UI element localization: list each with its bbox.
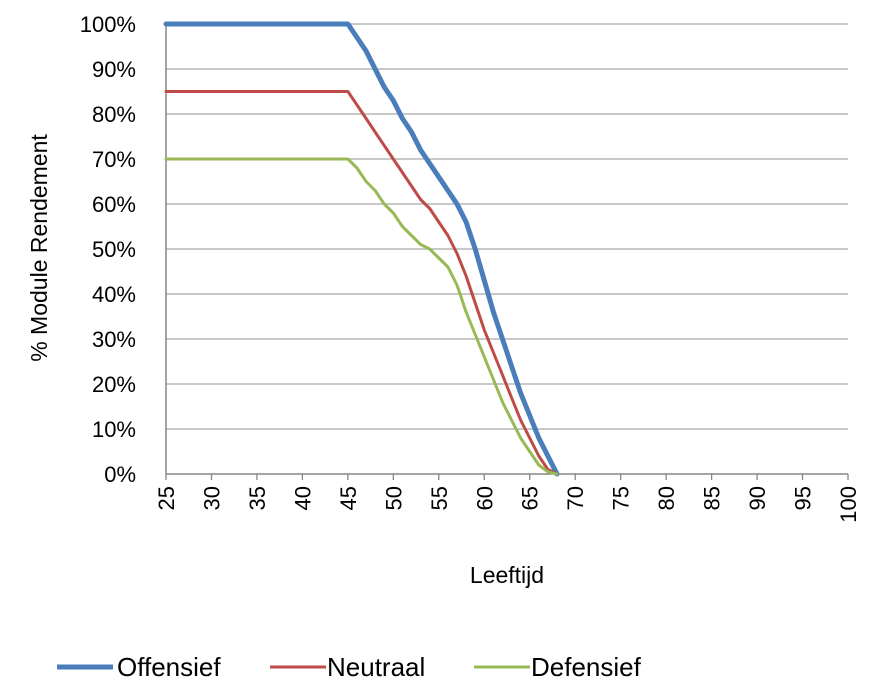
y-tick-label: 0% — [104, 462, 136, 487]
x-tick-label: 75 — [609, 486, 634, 510]
y-tick-label: 20% — [92, 372, 136, 397]
x-tick-label: 60 — [472, 486, 497, 510]
x-tick-label: 30 — [199, 486, 224, 510]
y-tick-labels: 0% 10% 20% 30% 40% 50% 60% 70% 80% 90% 100% — [80, 12, 136, 487]
x-tick-label: 40 — [290, 486, 315, 510]
legend-label-offensief: Offensief — [117, 652, 221, 682]
y-axis-title: % Module Rendement — [26, 134, 52, 362]
y-tick-label: 60% — [92, 192, 136, 217]
x-tick-label: 70 — [563, 486, 588, 510]
x-tick-label: 50 — [381, 486, 406, 510]
y-tick-label: 50% — [92, 237, 136, 262]
x-tick-label: 25 — [154, 486, 179, 510]
series-line-neutraal — [164, 90, 559, 476]
series-lines — [163, 21, 560, 477]
y-tick-label: 90% — [92, 57, 136, 82]
y-tick-label: 10% — [92, 417, 136, 442]
y-tick-label: 80% — [92, 102, 136, 127]
axes — [165, 24, 849, 480]
x-tick-labels: 25 30 35 40 45 50 55 60 65 70 75 80 85 90 95 100 — [154, 486, 861, 523]
y-tick-label: 30% — [92, 327, 136, 352]
x-tick-label: 80 — [654, 486, 679, 510]
y-tick-label: 40% — [92, 282, 136, 307]
x-axis-title: Leeftijd — [470, 562, 544, 588]
x-tick-label: 90 — [745, 486, 770, 510]
series-line-defensief — [164, 157, 559, 476]
legend-label-neutraal: Neutraal — [327, 652, 425, 682]
x-tick-label: 55 — [427, 486, 452, 510]
x-tick-label: 100 — [836, 486, 861, 523]
legend: Offensief Neutraal Defensief — [57, 652, 642, 682]
x-tick-label: 65 — [518, 486, 543, 510]
y-tick-label: 70% — [92, 147, 136, 172]
legend-label-defensief: Defensief — [531, 652, 642, 682]
x-tick-label: 85 — [700, 486, 725, 510]
series-line-offensief — [163, 21, 560, 477]
gridlines — [166, 23, 848, 430]
x-tick-label: 95 — [791, 486, 816, 510]
x-tick-label: 35 — [245, 486, 270, 510]
y-tick-label: 100% — [80, 12, 136, 37]
x-tick-label: 45 — [336, 486, 361, 510]
